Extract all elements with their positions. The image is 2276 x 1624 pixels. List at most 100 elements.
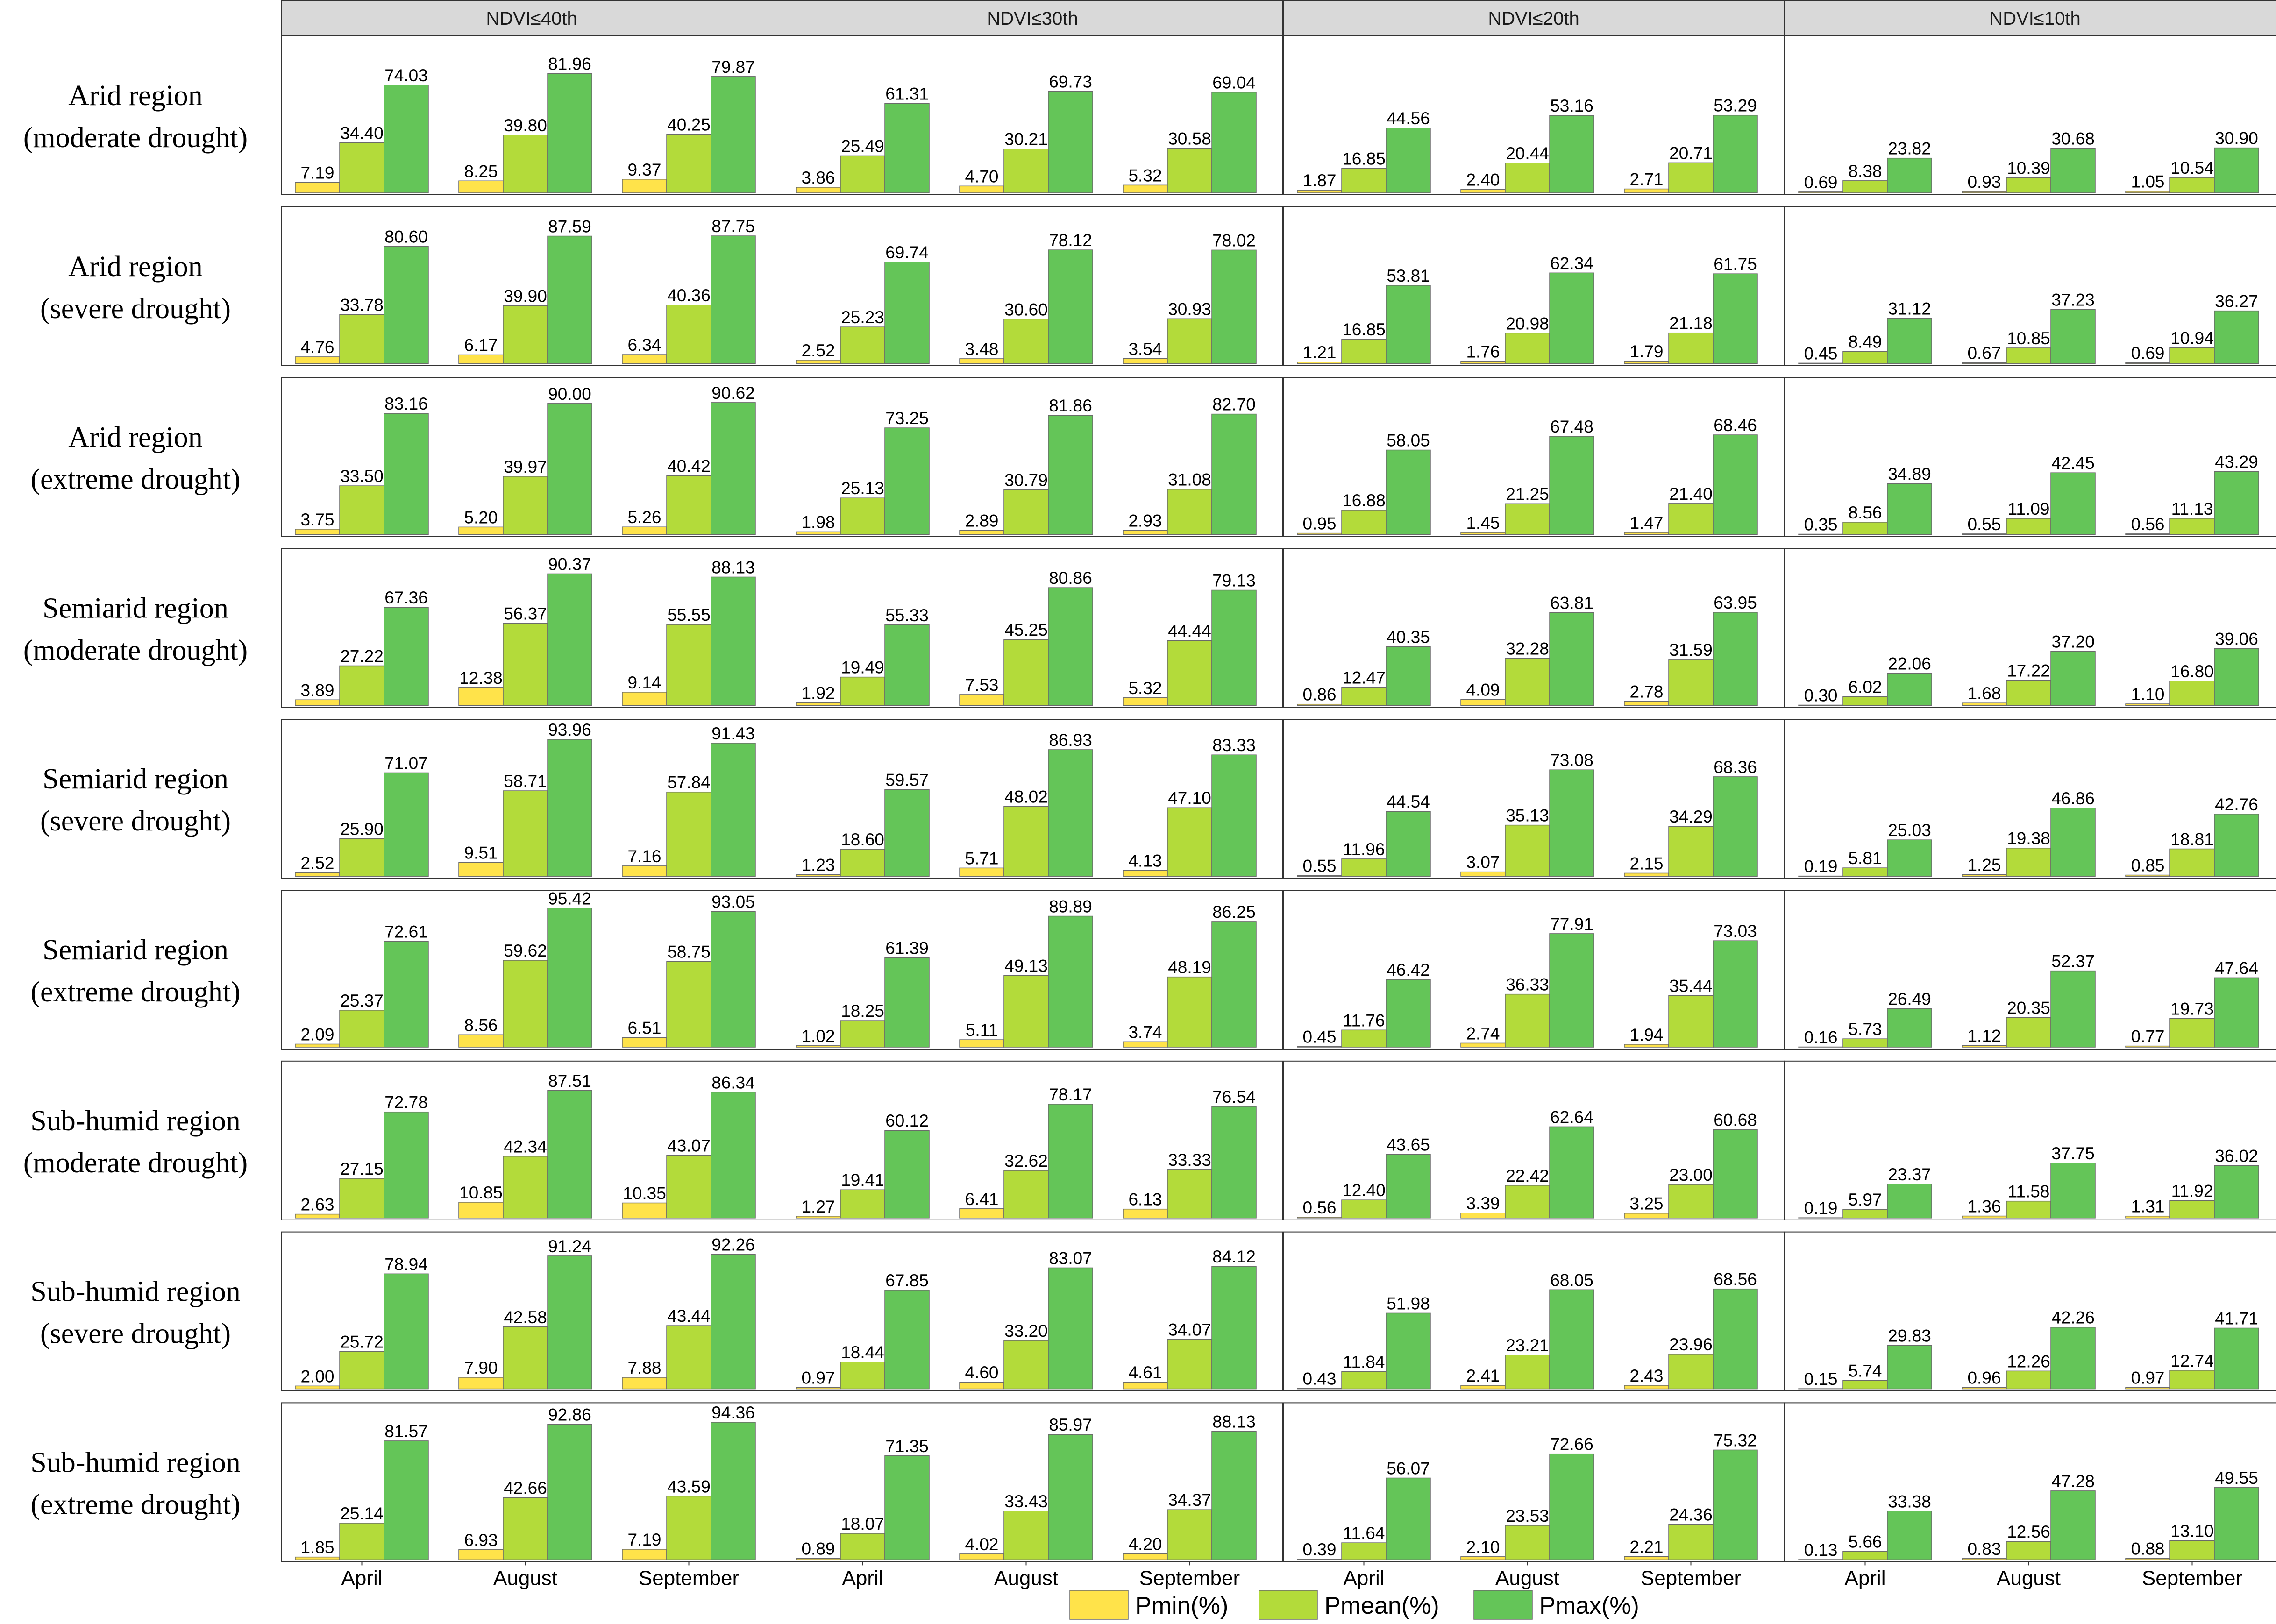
bar-r2-c1-april-pmean	[339, 314, 384, 364]
bar-r8-c1-april-pmean	[339, 1351, 384, 1390]
data-label-r6-c4-april-pmin: 0.16	[1804, 1028, 1837, 1047]
data-label-r6-c1-august-pmean: 59.62	[504, 941, 547, 960]
data-label-r2-c4-august-pmax: 37.23	[2051, 291, 2095, 310]
bar-r4-c1-september-pmean	[666, 624, 711, 706]
bar-r6-c1-april-pmin	[295, 1043, 340, 1048]
data-label-r4-c1-september-pmin: 9.14	[627, 673, 661, 692]
data-label-r8-c1-august-pmean: 42.58	[504, 1308, 547, 1327]
data-label-r2-c1-april-pmean: 33.78	[340, 295, 384, 314]
data-label-r9-c2-april-pmean: 18.07	[841, 1514, 884, 1533]
data-label-r4-c3-september-pmax: 63.95	[1714, 593, 1757, 612]
bar-r8-c1-september-pmean	[666, 1325, 711, 1390]
data-label-r7-c1-august-pmax: 87.51	[548, 1071, 591, 1091]
data-label-r3-c4-april-pmax: 34.89	[1888, 465, 1931, 484]
data-label-r4-c4-april-pmean: 6.02	[1848, 678, 1882, 697]
bar-r7-c2-april-pmin	[796, 1216, 841, 1219]
data-label-r6-c2-september-pmean: 48.19	[1168, 958, 1211, 977]
bar-r9-c1-april-pmax	[384, 1440, 429, 1560]
x-tick-label-c1-september: September	[639, 1567, 739, 1589]
bar-r1-c2-september-pmax	[1211, 92, 1257, 193]
data-label-r6-c2-august-pmean: 49.13	[1004, 957, 1048, 976]
data-label-r9-c3-august-pmax: 72.66	[1550, 1435, 1593, 1454]
data-label-r5-c3-august-pmin: 3.07	[1466, 853, 1500, 872]
bar-r1-c3-august-pmean	[1505, 163, 1550, 193]
data-label-r1-c3-september-pmean: 20.71	[1669, 143, 1713, 163]
data-label-r4-c3-august-pmin: 4.09	[1466, 681, 1500, 700]
bar-r5-c4-august-pmean	[2006, 847, 2051, 877]
bar-r8-c4-september-pmax	[2214, 1327, 2259, 1390]
data-label-r6-c4-september-pmin: 0.77	[2131, 1027, 2164, 1046]
data-label-r2-c4-april-pmean: 8.49	[1848, 332, 1882, 351]
bar-r2-c4-september-pmin	[2125, 362, 2170, 364]
bar-r2-c4-april-pmean	[1842, 351, 1888, 364]
bar-r4-c2-september-pmean	[1167, 640, 1212, 706]
data-label-r9-c4-august-pmin: 0.83	[1967, 1539, 2001, 1559]
data-label-r4-c1-september-pmax: 88.13	[711, 558, 755, 577]
data-label-r7-c4-august-pmax: 37.75	[2051, 1144, 2095, 1163]
data-label-r1-c1-september-pmin: 9.37	[627, 160, 661, 179]
data-label-r3-c1-september-pmax: 90.62	[711, 383, 755, 403]
data-label-r7-c3-august-pmax: 62.64	[1550, 1107, 1593, 1127]
bar-r9-c4-april-pmean	[1842, 1551, 1888, 1560]
data-label-r8-c2-april-pmean: 18.44	[841, 1343, 884, 1362]
bar-r9-c4-september-pmax	[2214, 1487, 2259, 1560]
data-label-r2-c1-august-pmax: 87.59	[548, 217, 591, 236]
bar-r5-c2-august-pmin	[959, 867, 1004, 877]
data-label-r2-c2-april-pmean: 25.23	[841, 308, 884, 327]
data-label-r4-c1-september-pmean: 55.55	[667, 605, 711, 624]
bar-r9-c2-august-pmean	[1003, 1511, 1049, 1560]
data-label-r2-c2-september-pmax: 78.02	[1212, 231, 1256, 250]
data-label-r4-c4-april-pmax: 22.06	[1888, 654, 1931, 674]
bar-r4-c2-august-pmin	[959, 694, 1004, 706]
bar-r6-c2-april-pmax	[884, 957, 930, 1048]
bar-r6-c2-august-pmean	[1003, 975, 1049, 1048]
x-tick-label-c4-september: September	[2142, 1567, 2242, 1589]
data-label-r9-c1-september-pmin: 7.19	[627, 1530, 661, 1549]
bar-r8-c1-april-pmin	[295, 1385, 340, 1390]
bar-r7-c3-september-pmin	[1624, 1213, 1669, 1219]
data-label-r7-c3-april-pmax: 43.65	[1387, 1135, 1430, 1155]
data-label-r2-c4-september-pmax: 36.27	[2215, 292, 2258, 311]
bar-r6-c3-september-pmax	[1713, 940, 1758, 1048]
data-label-r1-c1-september-pmean: 40.25	[667, 115, 711, 134]
bar-r2-c3-april-pmean	[1341, 339, 1387, 364]
bar-r1-c2-august-pmax	[1048, 91, 1093, 193]
data-label-r4-c2-august-pmin: 7.53	[965, 675, 998, 695]
data-label-r9-c3-august-pmin: 2.10	[1466, 1538, 1500, 1557]
row-label-8-line-2: (severe drought)	[40, 1318, 231, 1350]
bar-r4-c4-april-pmean	[1842, 696, 1888, 706]
bar-r5-c3-september-pmean	[1668, 826, 1714, 877]
data-label-r1-c2-august-pmax: 69.73	[1049, 72, 1092, 91]
bar-r4-c2-september-pmax	[1211, 589, 1257, 706]
bar-r9-c2-september-pmean	[1167, 1509, 1212, 1560]
data-label-r3-c2-april-pmax: 73.25	[885, 409, 929, 428]
bar-r1-c2-august-pmean	[1003, 148, 1049, 193]
data-label-r8-c1-august-pmax: 91.24	[548, 1237, 591, 1256]
bar-r1-c3-september-pmin	[1624, 188, 1669, 193]
data-label-r7-c1-april-pmax: 72.78	[384, 1093, 428, 1112]
bar-r7-c2-august-pmax	[1048, 1104, 1093, 1219]
bar-r6-c1-april-pmax	[384, 941, 429, 1048]
bar-r7-c3-april-pmean	[1341, 1199, 1387, 1219]
data-label-r6-c2-august-pmax: 89.89	[1049, 897, 1092, 916]
data-label-r1-c3-august-pmean: 20.44	[1506, 144, 1549, 163]
data-label-r3-c1-august-pmax: 90.00	[548, 384, 591, 404]
data-label-r1-c2-april-pmean: 25.49	[841, 136, 884, 156]
bar-r1-c1-april-pmin	[295, 182, 340, 193]
data-label-r2-c1-september-pmax: 87.75	[711, 217, 755, 236]
bar-r9-c3-april-pmean	[1341, 1542, 1387, 1560]
bar-r2-c1-april-pmin	[295, 356, 340, 364]
bar-r3-c2-august-pmin	[959, 530, 1004, 535]
facet-strip-label-4: NDVI≤10th	[1989, 8, 2080, 29]
data-label-r4-c2-april-pmean: 19.49	[841, 658, 884, 677]
x-tick-label-c4-april: April	[1844, 1567, 1885, 1589]
bar-r7-c2-september-pmax	[1211, 1106, 1257, 1219]
bar-r7-c1-april-pmin	[295, 1213, 340, 1219]
data-label-r9-c4-april-pmax: 33.38	[1888, 1492, 1931, 1511]
bar-r6-c1-august-pmin	[458, 1034, 504, 1048]
data-label-r5-c4-april-pmin: 0.19	[1804, 857, 1837, 876]
data-label-r6-c2-april-pmax: 61.39	[885, 938, 929, 957]
data-label-r1-c4-august-pmean: 10.39	[2007, 159, 2050, 178]
bar-r7-c4-august-pmean	[2006, 1200, 2051, 1219]
data-label-r1-c3-april-pmean: 16.85	[1342, 149, 1386, 168]
